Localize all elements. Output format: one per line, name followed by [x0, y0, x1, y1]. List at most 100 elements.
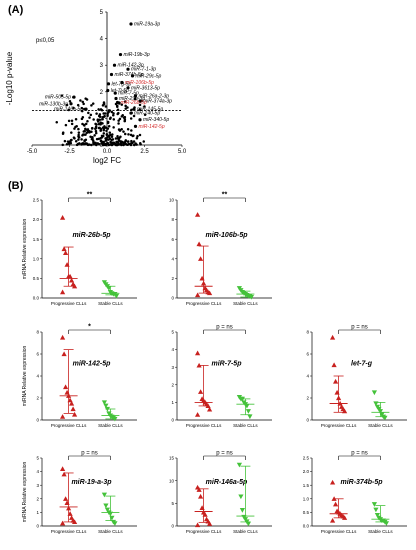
y-tick-label: 1.5 [33, 237, 40, 242]
point-label: miR-19b-3p [124, 52, 150, 58]
data-point [113, 293, 119, 299]
background-point [130, 108, 133, 112]
gene-label: miR-374b-5p [340, 479, 383, 486]
labeled-point [138, 99, 142, 103]
data-point [245, 409, 251, 414]
y-tick-label: 8 [171, 217, 174, 222]
data-point [103, 403, 109, 409]
background-point [65, 103, 69, 107]
data-point [331, 362, 337, 368]
labeled-point [120, 80, 124, 85]
data-point [337, 400, 343, 406]
background-point [70, 131, 73, 134]
background-point [112, 114, 115, 117]
category-label: Progressive CLLs [51, 301, 87, 306]
background-point [121, 140, 124, 144]
background-point [102, 126, 106, 130]
background-point [77, 138, 80, 141]
background-point [136, 135, 139, 138]
background-point [107, 124, 111, 128]
background-point [96, 118, 100, 121]
background-point [83, 129, 86, 133]
labeled-point [106, 88, 110, 93]
data-point [330, 517, 336, 523]
background-point [100, 141, 104, 145]
data-point [104, 406, 110, 412]
y-tick-label: 1.0 [33, 256, 40, 261]
y-tick-label: 0 [36, 524, 39, 529]
y-tick-label: 2 [171, 276, 174, 281]
background-point [133, 96, 137, 100]
x-tick-label: -2.5 [64, 149, 75, 155]
background-point [102, 103, 106, 106]
background-point [124, 107, 127, 110]
data-point [64, 262, 70, 267]
point-label: miR-140-5p [134, 111, 160, 117]
data-point [64, 389, 70, 395]
data-point [60, 520, 66, 526]
background-point [91, 139, 95, 142]
data-point [198, 389, 204, 394]
y-tick-label: 5 [100, 10, 104, 16]
background-point [123, 115, 127, 119]
background-point [114, 142, 118, 146]
y-tick-label: 0 [306, 418, 309, 423]
labeled-point [115, 100, 120, 105]
background-point [130, 129, 133, 132]
point-label: let-7g-5p [112, 81, 132, 87]
background-point [90, 104, 93, 107]
y-tick-label: 0 [36, 418, 39, 423]
data-point [60, 215, 66, 220]
category-label: Stable CLLs [368, 423, 393, 428]
data-point [61, 351, 67, 357]
data-point [195, 212, 201, 217]
background-point [92, 118, 95, 121]
background-point [118, 128, 121, 132]
background-point [111, 133, 114, 136]
background-point [82, 123, 86, 127]
data-point [195, 522, 201, 528]
background-point [139, 143, 142, 146]
labeled-point [130, 74, 135, 78]
data-point [67, 397, 73, 403]
background-point [126, 140, 130, 143]
background-point [143, 105, 146, 108]
data-point [199, 505, 205, 510]
background-point [97, 122, 101, 126]
background-point [124, 142, 127, 145]
background-point [101, 118, 104, 121]
dot-plot-panel: 0 2 4 6 8 10 Progressive CLLs Stable CLLs ** miR-… [169, 192, 272, 306]
data-point [196, 241, 202, 247]
background-point [112, 118, 116, 121]
background-point [70, 122, 74, 126]
labeled-point [129, 111, 133, 115]
x-tick-label: 5.0 [178, 149, 187, 155]
category-label: Stable CLLs [233, 301, 258, 306]
background-point [95, 143, 98, 147]
y-tick-label: 15 [169, 456, 175, 461]
labeled-point [129, 22, 133, 26]
background-point [104, 105, 108, 108]
background-point [106, 127, 110, 130]
background-point [80, 109, 84, 113]
background-point [88, 143, 91, 146]
data-point [61, 246, 67, 252]
background-point [98, 118, 102, 121]
y-tick-label: 2 [100, 90, 104, 96]
background-point [116, 105, 119, 109]
significance-label: * [88, 324, 91, 331]
data-point [196, 487, 202, 492]
point-label: miR-505-5p [45, 95, 71, 101]
background-point [112, 112, 115, 115]
data-point [198, 256, 204, 261]
y-tick-label: 8 [306, 330, 309, 335]
background-point [112, 126, 115, 129]
data-point [383, 521, 389, 526]
data-point [334, 389, 340, 395]
background-point [132, 134, 135, 137]
background-point [103, 114, 106, 118]
background-point [81, 100, 85, 104]
background-point [104, 126, 108, 130]
background-point [135, 136, 139, 140]
y-tick-label: 4 [36, 374, 39, 379]
